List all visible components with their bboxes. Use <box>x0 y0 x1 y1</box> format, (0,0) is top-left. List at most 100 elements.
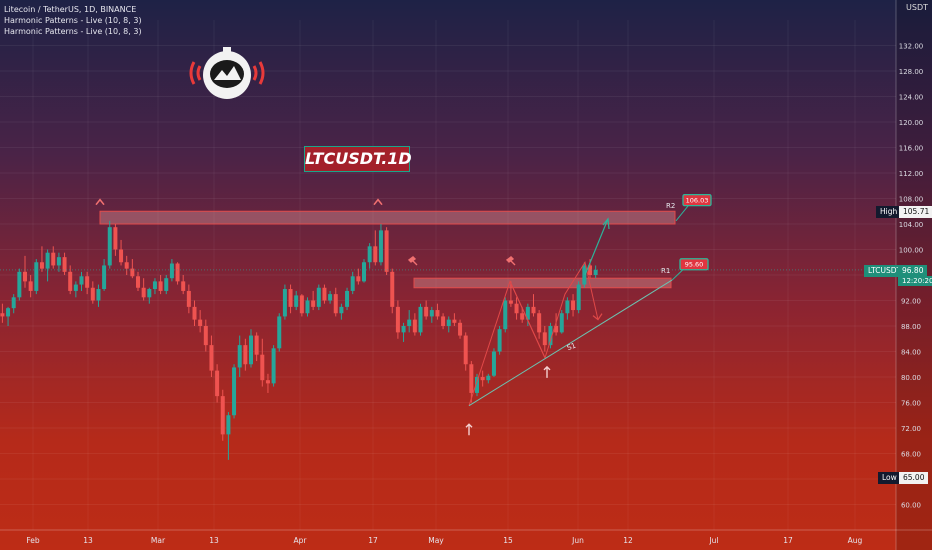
harmonic-pattern-line[interactable] <box>468 260 599 406</box>
candle-body[interactable] <box>441 316 446 326</box>
indicator-legend[interactable]: Harmonic Patterns - Live (10, 8, 3) <box>4 16 142 25</box>
candle-body[interactable] <box>6 308 11 317</box>
candle-body[interactable] <box>345 290 350 307</box>
candle-body[interactable] <box>254 335 259 355</box>
candle-body[interactable] <box>588 265 592 275</box>
harmonic-pattern-line[interactable] <box>509 281 546 359</box>
bullish-projection-line[interactable] <box>584 218 609 276</box>
candle-body[interactable] <box>243 345 248 365</box>
candle-body[interactable] <box>17 271 22 298</box>
candle-body[interactable] <box>559 313 564 333</box>
candle-body[interactable] <box>68 271 73 291</box>
candle-body[interactable] <box>401 326 406 333</box>
candle-body[interactable] <box>141 287 146 298</box>
candle-body[interactable] <box>458 322 463 336</box>
candle-body[interactable] <box>90 287 95 301</box>
candle-body[interactable] <box>39 262 44 269</box>
candle-body[interactable] <box>452 319 457 323</box>
candle-body[interactable] <box>96 289 101 301</box>
candle-body[interactable] <box>378 230 383 263</box>
candle-body[interactable] <box>79 276 84 285</box>
candle-body[interactable] <box>311 300 316 307</box>
candle-body[interactable] <box>508 300 513 304</box>
r2-callout[interactable] <box>682 193 712 207</box>
candle-body[interactable] <box>339 306 344 314</box>
candle-body[interactable] <box>249 335 253 365</box>
candle-body[interactable] <box>209 345 214 371</box>
candle-body[interactable] <box>322 287 327 301</box>
support-trendline[interactable] <box>468 279 673 407</box>
candle-body[interactable] <box>265 380 270 384</box>
candle-body[interactable] <box>412 319 417 333</box>
candle-body[interactable] <box>164 278 169 291</box>
candle-body[interactable] <box>215 370 220 397</box>
candle-body[interactable] <box>475 377 479 393</box>
candle-body[interactable] <box>0 313 5 317</box>
candle-body[interactable] <box>113 227 118 250</box>
candle-body[interactable] <box>288 289 293 307</box>
candle-body[interactable] <box>491 351 496 376</box>
candle-body[interactable] <box>350 276 355 291</box>
candle-body[interactable] <box>576 284 581 311</box>
candle-body[interactable] <box>537 313 542 333</box>
candle-body[interactable] <box>45 252 50 269</box>
candle-body[interactable] <box>130 268 135 277</box>
candle-body[interactable] <box>435 310 440 317</box>
candle-body[interactable] <box>373 246 378 263</box>
candle-body[interactable] <box>548 326 553 346</box>
candle-body[interactable] <box>158 281 163 291</box>
candle-body[interactable] <box>124 262 129 269</box>
candle-body[interactable] <box>237 345 242 368</box>
candle-body[interactable] <box>525 306 530 320</box>
candle-body[interactable] <box>497 329 502 352</box>
candle-body[interactable] <box>147 289 152 298</box>
candle-body[interactable] <box>260 354 265 381</box>
candle-body[interactable] <box>136 276 140 288</box>
candle-body[interactable] <box>424 306 429 317</box>
candle-body[interactable] <box>271 348 276 384</box>
candle-body[interactable] <box>102 265 107 290</box>
candle-body[interactable] <box>73 284 78 291</box>
candle-body[interactable] <box>305 300 310 314</box>
candle-body[interactable] <box>463 335 468 365</box>
candle-body[interactable] <box>429 310 434 317</box>
candle-body[interactable] <box>198 319 203 326</box>
candle-body[interactable] <box>520 313 525 320</box>
indicator-legend[interactable]: Harmonic Patterns - Live (10, 8, 3) <box>4 27 142 36</box>
candle-body[interactable] <box>571 300 576 311</box>
candle-body[interactable] <box>362 262 366 282</box>
candle-body[interactable] <box>28 281 33 291</box>
candle-body[interactable] <box>11 297 16 309</box>
candle-body[interactable] <box>316 287 321 307</box>
candle-body[interactable] <box>277 316 282 349</box>
candle-body[interactable] <box>446 319 451 326</box>
candle-body[interactable] <box>418 306 423 333</box>
candle-body[interactable] <box>480 377 485 381</box>
candle-body[interactable] <box>203 326 208 346</box>
candle-body[interactable] <box>328 294 333 301</box>
candle-body[interactable] <box>593 269 598 275</box>
candle-body[interactable] <box>395 306 400 333</box>
candle-body[interactable] <box>119 249 124 263</box>
candle-body[interactable] <box>220 396 225 435</box>
candle-body[interactable] <box>51 252 56 266</box>
candle-body[interactable] <box>175 263 180 282</box>
candle-body[interactable] <box>582 265 587 285</box>
candle-body[interactable] <box>503 300 508 330</box>
candle-body[interactable] <box>56 257 61 266</box>
candle-body[interactable] <box>356 276 361 282</box>
candle-body[interactable] <box>186 290 191 307</box>
resistance-zone-upper[interactable] <box>99 210 676 225</box>
candle-body[interactable] <box>333 294 338 314</box>
candle-body[interactable] <box>384 230 389 272</box>
candle-body[interactable] <box>390 271 395 307</box>
candle-body[interactable] <box>181 281 186 291</box>
candle-body[interactable] <box>232 367 237 416</box>
candle-body[interactable] <box>85 276 90 288</box>
candle-body[interactable] <box>107 227 112 266</box>
candle-body[interactable] <box>34 262 39 291</box>
candle-body[interactable] <box>514 303 519 314</box>
candle-body[interactable] <box>294 295 299 307</box>
candle-body[interactable] <box>554 326 559 333</box>
